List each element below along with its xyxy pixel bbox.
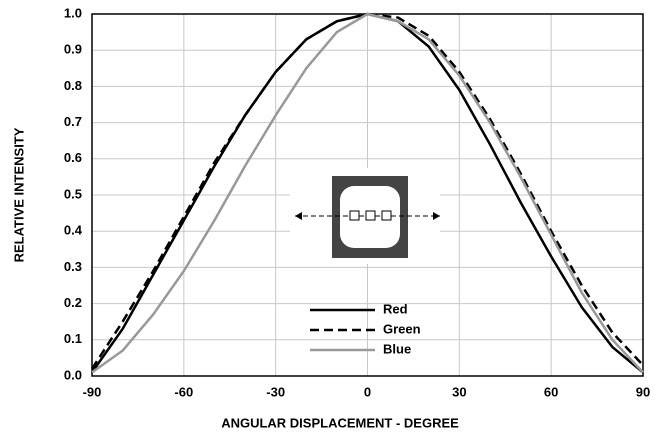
x-tick-label: -90 [83, 384, 102, 399]
y-tick-label: 0.0 [64, 367, 82, 382]
led-diagram [290, 168, 440, 264]
x-tick-label: -30 [266, 384, 285, 399]
y-tick-label: 0.9 [64, 42, 82, 57]
x-tick-label: 30 [452, 384, 466, 399]
y-tick-label: 0.6 [64, 150, 82, 165]
y-tick-label: 0.8 [64, 78, 82, 93]
legend-label: Blue [383, 341, 411, 356]
y-tick-label: 0.7 [64, 114, 82, 129]
x-axis-label: ANGULAR DISPLACEMENT - DEGREE [221, 415, 459, 430]
x-tick-label: -60 [174, 384, 193, 399]
chart: ANGULAR DISPLACEMENT - DEGREE RELATIVE I… [0, 0, 665, 435]
y-tick-label: 1.0 [64, 5, 82, 20]
legend-label: Green [383, 321, 421, 336]
y-tick-label: 0.4 [64, 223, 83, 238]
die [366, 211, 375, 220]
x-tick-label: 60 [544, 384, 558, 399]
y-tick-label: 0.2 [64, 295, 82, 310]
y-axis-label: RELATIVE INTENSITY [11, 127, 26, 262]
die [350, 211, 359, 220]
legend-label: Red [383, 301, 408, 316]
die [382, 211, 391, 220]
y-tick-label: 0.3 [64, 259, 82, 274]
x-tick-label: 90 [636, 384, 650, 399]
y-tick-label: 0.5 [64, 186, 82, 201]
x-tick-label: 0 [364, 384, 371, 399]
y-tick-label: 0.1 [64, 331, 82, 346]
